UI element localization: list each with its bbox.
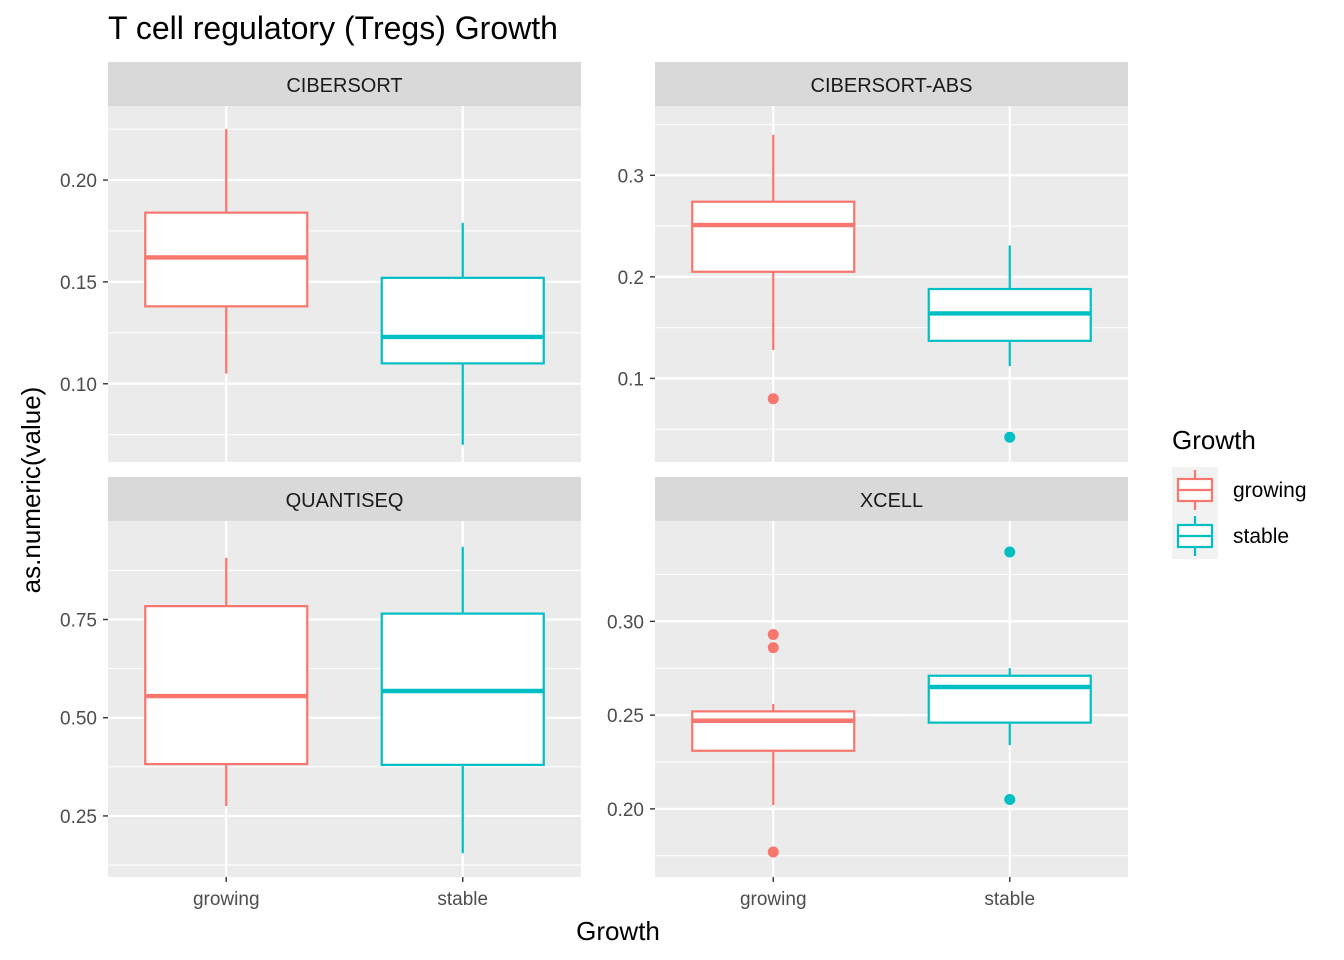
y-tick-label: 0.15 xyxy=(60,273,97,294)
facet-strip-label: CIBERSORT xyxy=(286,75,402,97)
facet-strip xyxy=(108,477,581,521)
y-tick-label: 0.3 xyxy=(618,166,644,187)
outlier-point xyxy=(1004,546,1016,558)
y-tick-label: 0.20 xyxy=(607,800,644,821)
y-axis-label: as.numeric(value) xyxy=(16,387,46,594)
outlier-point xyxy=(767,642,779,654)
panel-background xyxy=(655,106,1128,462)
box-iqr xyxy=(144,605,309,766)
facet-panel-1: CIBERSORT 0.10 0.15 0.20 xyxy=(60,62,581,462)
facet-strip-label: QUANTISEQ xyxy=(286,490,404,512)
y-tick-label: 0.30 xyxy=(607,612,644,633)
boxplot-stable xyxy=(927,546,1092,805)
boxplot-growing xyxy=(691,629,856,858)
y-tick-label: 0.1 xyxy=(618,369,644,390)
boxplot-stable xyxy=(927,245,1092,443)
x-tick-label: growing xyxy=(193,889,260,910)
legend: Growth growing stable xyxy=(1172,425,1307,559)
facet-panels: CIBERSORT 0.10 0.15 0.20 CIBERSORT-ABS 0.1 0.2… xyxy=(60,62,1128,910)
y-tick-label: 0.25 xyxy=(60,807,97,828)
y-tick-label: 0.50 xyxy=(60,709,97,730)
outlier-point xyxy=(1004,431,1016,443)
legend-label: growing xyxy=(1233,479,1307,502)
boxplot-stable xyxy=(380,222,545,445)
facet-panel-4: XCELL 0.20 0.25 0.30 growing stable xyxy=(607,477,1128,910)
boxplot-growing xyxy=(691,134,856,405)
facet-strip xyxy=(655,477,1128,521)
boxplot-growing xyxy=(144,129,309,374)
y-tick-label: 0.10 xyxy=(60,375,97,396)
box-iqr xyxy=(927,674,1092,724)
legend-key-stable: stable xyxy=(1172,513,1289,559)
legend-label: stable xyxy=(1233,525,1289,548)
x-axis-label: Growth xyxy=(576,916,660,946)
facet-strip-label: XCELL xyxy=(860,490,923,512)
y-tick-label: 0.20 xyxy=(60,171,97,192)
outlier-point xyxy=(767,846,779,858)
y-tick-label: 0.2 xyxy=(618,268,644,289)
boxplot-growing xyxy=(144,557,309,807)
facet-panel-2: CIBERSORT-ABS 0.1 0.2 0.3 xyxy=(618,62,1128,462)
outlier-point xyxy=(1004,794,1016,805)
x-tick-label: stable xyxy=(437,889,488,910)
facet-panel-3: QUANTISEQ 0.25 0.50 0.75 growing stable xyxy=(60,477,581,910)
facet-strip-label: CIBERSORT-ABS xyxy=(811,75,973,97)
x-tick-label: growing xyxy=(740,889,807,910)
outlier-point xyxy=(767,629,779,640)
legend-key-growing: growing xyxy=(1172,467,1307,513)
facet-strip xyxy=(655,62,1128,106)
facet-strip xyxy=(108,62,581,106)
box-iqr xyxy=(691,200,856,273)
box-iqr xyxy=(380,276,545,365)
y-tick-label: 0.25 xyxy=(607,706,644,727)
outlier-point xyxy=(767,393,779,405)
chart-title: T cell regulatory (Tregs) Growth xyxy=(108,10,558,46)
y-tick-label: 0.75 xyxy=(60,611,97,632)
legend-title: Growth xyxy=(1172,425,1256,455)
boxplot-stable xyxy=(380,546,545,854)
x-tick-label: stable xyxy=(984,889,1035,910)
box-iqr xyxy=(691,710,856,752)
